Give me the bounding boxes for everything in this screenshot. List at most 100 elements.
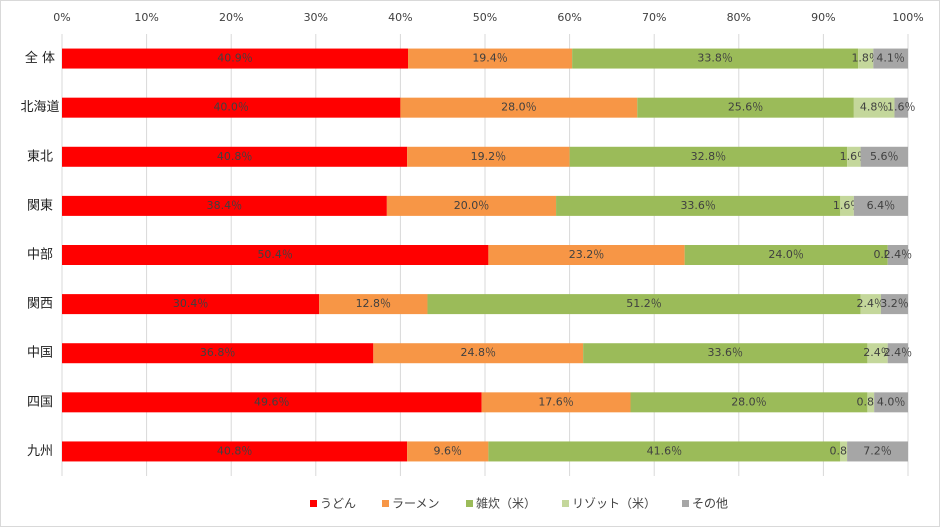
legend-swatch: [310, 500, 317, 507]
data-label: 24.0％: [768, 248, 804, 261]
data-label: 19.2％: [471, 150, 507, 163]
bar-segment: [386, 195, 557, 216]
legend-label: その他: [692, 497, 728, 511]
data-label: 2.4％: [863, 346, 892, 359]
bar-segment: [853, 97, 895, 118]
data-label: 30.4％: [173, 297, 209, 310]
bar-segment: [860, 146, 908, 167]
data-label: 4.0％: [877, 395, 906, 408]
y-tick-label: 関西: [27, 297, 53, 312]
y-tick-label: 中部: [27, 248, 53, 263]
legend-label: ラーメン: [392, 497, 440, 511]
legend-label: 雑炊（米）: [476, 496, 536, 511]
data-label: 33.6％: [680, 199, 716, 212]
bar-segment: [847, 146, 861, 167]
data-label: 41.6％: [647, 444, 683, 457]
legend-swatch: [682, 500, 689, 507]
bar-segment: [569, 146, 848, 167]
bar-segment: [62, 97, 401, 118]
bar-segment: [572, 48, 859, 69]
bar-segment: [400, 97, 638, 118]
bar-segment: [62, 441, 408, 462]
bar-segment: [319, 294, 428, 315]
bar-segment: [840, 441, 848, 462]
x-tick-label: 90%: [811, 11, 835, 24]
bar-segment: [887, 245, 908, 265]
bar-segment: [847, 441, 908, 462]
data-label: 38.4％: [207, 199, 243, 212]
bar-segment: [408, 48, 573, 69]
y-tick-label: 関東: [27, 197, 53, 213]
bar-segment: [407, 441, 489, 462]
bar-segment: [407, 146, 570, 167]
bar-segment: [556, 195, 841, 216]
bar-segment: [62, 294, 320, 315]
x-tick-label: 60%: [557, 11, 581, 24]
data-label: 24.8％: [460, 346, 496, 359]
data-label: 7.2％: [863, 444, 892, 457]
data-label: 28.0％: [731, 395, 767, 408]
data-label: 32.8％: [691, 150, 727, 163]
y-tick-label: 北海道: [20, 100, 59, 115]
data-label: 6.4％: [867, 199, 896, 212]
x-tick-label: 50%: [473, 11, 497, 24]
data-label: 50.4％: [257, 248, 293, 261]
bar-segment: [867, 392, 875, 413]
bar-segment: [488, 441, 841, 462]
bar-segment: [373, 343, 584, 364]
data-label: 9.6％: [434, 444, 463, 457]
data-label: 20.0％: [454, 199, 490, 212]
data-label: 5.6％: [870, 150, 899, 163]
bar-segment: [684, 245, 888, 265]
x-tick-label: 80%: [727, 11, 751, 24]
data-label: 2.4％: [857, 297, 886, 310]
data-label: 40.0％: [213, 101, 249, 114]
legend-swatch: [562, 500, 569, 507]
data-label: 23.2％: [569, 248, 605, 261]
bar-segment: [894, 97, 908, 118]
data-label: 49.6％: [254, 395, 290, 408]
legend-swatch: [382, 500, 389, 507]
x-tick-label: 10%: [134, 11, 158, 24]
data-label: 51.2％: [626, 297, 662, 310]
x-tick-label: 0%: [53, 11, 70, 24]
bar-segment: [880, 294, 908, 315]
data-label: 4.8％: [860, 101, 889, 114]
bar-segment: [62, 245, 489, 265]
bar-segment: [62, 146, 408, 167]
data-label: 40.8％: [217, 150, 253, 163]
x-tick-label: 70%: [642, 11, 666, 24]
bar-segment: [873, 48, 908, 69]
data-label: 25.6％: [728, 101, 764, 114]
y-tick-label: 東北: [27, 148, 53, 164]
data-label: 36.8％: [200, 346, 236, 359]
y-tick-label: 四国: [27, 395, 53, 410]
bar-segment: [62, 392, 482, 413]
bar-segment: [860, 294, 881, 315]
data-label: 4.1％: [876, 52, 905, 65]
data-label: 40.9％: [217, 52, 253, 65]
data-label: 2.4％: [884, 248, 913, 261]
y-tick-label: 九州: [27, 444, 53, 459]
bar-segment: [481, 392, 631, 413]
legend-label: うどん: [320, 497, 356, 511]
x-tick-label: 40%: [388, 11, 412, 24]
bar-segment: [630, 392, 868, 413]
bar-segment: [853, 195, 908, 216]
data-label: 33.8％: [697, 52, 733, 65]
bar-segment: [62, 343, 374, 364]
data-label: 17.6％: [538, 395, 574, 408]
bar-segment: [427, 294, 861, 315]
bar-segment: [867, 343, 888, 364]
data-label: 3.2％: [880, 297, 909, 310]
legend-swatch: [466, 500, 473, 507]
bar-segment: [874, 392, 908, 413]
bar-segment: [488, 245, 685, 265]
x-tick-label: 30%: [304, 11, 328, 24]
data-label: 1.8％: [851, 52, 880, 65]
bar-segment: [858, 48, 874, 69]
data-label: 1.6％: [887, 101, 916, 114]
data-label: 19.4％: [472, 52, 508, 65]
data-label: 33.6％: [708, 346, 744, 359]
